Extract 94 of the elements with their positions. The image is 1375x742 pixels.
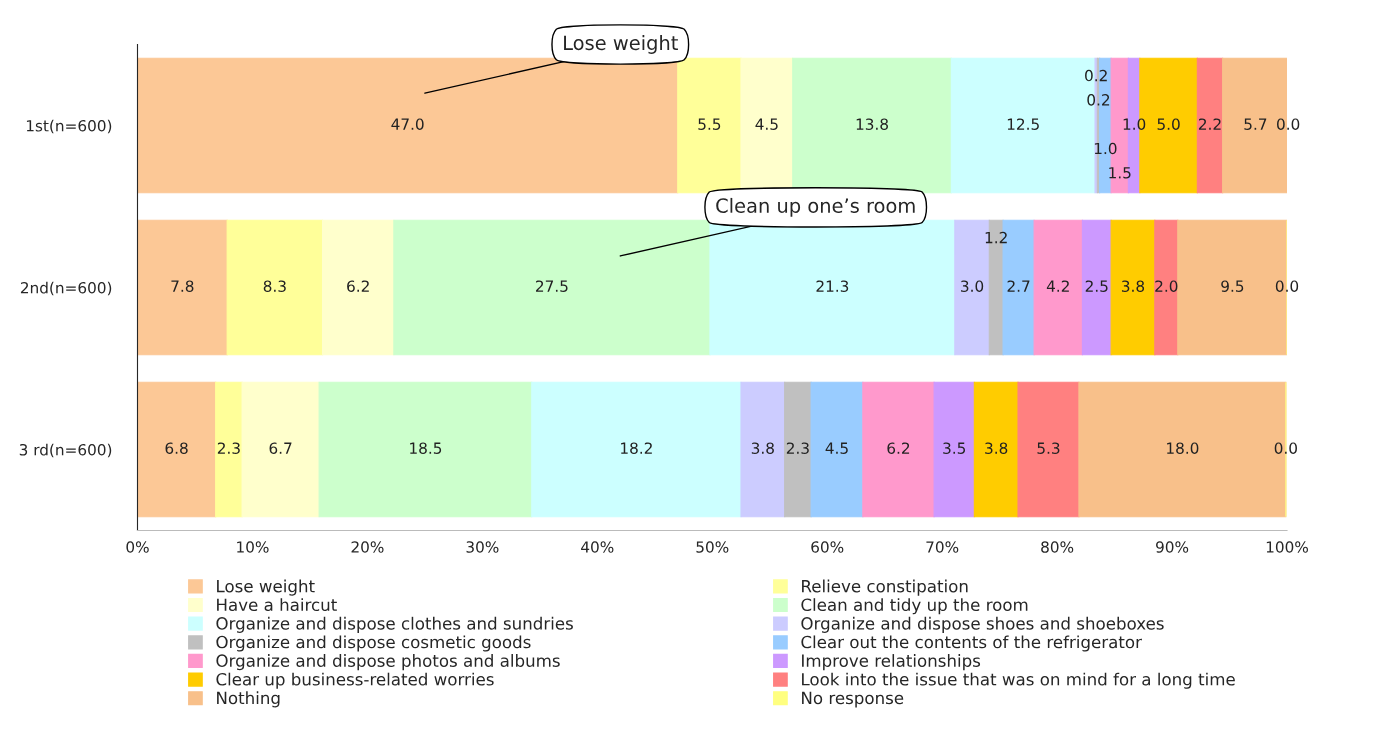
bar: [973, 381, 1019, 518]
x-tick-label: 0%: [126, 541, 149, 553]
x-tick-label: 20%: [351, 541, 384, 553]
data-label: 5.5: [698, 118, 721, 130]
bar: [393, 219, 711, 356]
data-label: 5.3: [1037, 442, 1060, 454]
legend-label: Clear out the contents of the refrigerator: [801, 635, 1142, 652]
data-label: 9.5: [1221, 280, 1244, 292]
bar: [137, 381, 217, 518]
bar: [137, 57, 679, 194]
data-label: 2.7: [1007, 280, 1030, 292]
data-label: 2.3: [217, 442, 240, 454]
data-label: 6.2: [887, 442, 910, 454]
data-label: 18.0: [1167, 442, 1199, 454]
legend-label: No response: [802, 691, 904, 708]
data-label: 0.0: [1277, 118, 1300, 130]
bar: [137, 219, 228, 356]
data-label: 4.5: [825, 442, 848, 454]
x-tick-label: 40%: [581, 541, 614, 553]
x-tick-label: 100%: [1266, 541, 1308, 553]
data-label: 1.0: [1094, 142, 1117, 155]
x-tick-label: 80%: [1041, 541, 1074, 553]
data-label: 13.8: [856, 118, 888, 130]
bar: [677, 57, 742, 194]
data-label: 12.5: [1007, 118, 1039, 130]
data-label: 1.5: [1109, 167, 1131, 179]
x-tick-label: 30%: [466, 541, 499, 553]
legend-label: Nothing: [217, 691, 280, 708]
legend-label: Look into the issue that was on mind for a long time: [802, 672, 1235, 689]
data-label: 0.0: [1274, 442, 1297, 454]
legend-label: Lose weight: [217, 579, 315, 596]
bar: [862, 381, 935, 518]
legend-label: Organize and dispose shoes and shoeboxes: [801, 616, 1164, 633]
data-label: 47.0: [391, 118, 424, 130]
data-label: 3.8: [751, 442, 774, 454]
legend-label: Organize and dispose cosmetic goods: [216, 635, 531, 652]
x-tick-label: 10%: [237, 541, 269, 553]
data-label: 2.3: [786, 442, 809, 454]
data-label: 0.2: [1085, 69, 1107, 82]
data-label: 2.5: [1085, 280, 1108, 292]
bar: [226, 219, 324, 356]
data-label: 3.5: [943, 442, 966, 454]
data-label: 21.3: [816, 280, 849, 292]
x-tick-label: 50%: [696, 541, 729, 553]
bar: [933, 381, 975, 518]
data-label: 8.3: [263, 280, 286, 292]
legend-label: Clear up business-related worries: [216, 672, 494, 689]
data-label: 3.8: [985, 442, 1008, 454]
data-label: 6.7: [269, 442, 292, 454]
y-tick-label: 1st(n=600): [26, 119, 112, 134]
bar: [215, 381, 243, 518]
data-label: 0.0: [1275, 280, 1299, 292]
data-label: 7.8: [171, 280, 194, 292]
x-tick-label: 70%: [926, 541, 959, 553]
data-label: 3.8: [1121, 280, 1145, 292]
annotation: Clean up one’s room: [716, 197, 915, 217]
legend-label: Organize and dispose clothes and sundries: [216, 616, 573, 633]
legend-label: Relieve constipation: [802, 579, 968, 596]
data-label: 4.5: [755, 118, 778, 130]
bar: [322, 219, 395, 356]
bar: [1081, 219, 1112, 356]
x-tick-label: 90%: [1156, 541, 1189, 553]
bar: [1033, 219, 1083, 356]
bar: [1154, 219, 1179, 356]
data-label: 5.7: [1244, 118, 1267, 130]
y-tick-label: 2nd(n=600): [20, 281, 112, 296]
data-label: 0.2: [1087, 94, 1110, 106]
bar: [1017, 381, 1080, 518]
data-label: 6.8: [165, 442, 188, 454]
annotation: Lose weight: [564, 35, 678, 54]
bar: [241, 381, 320, 518]
data-label: 2.2: [1198, 118, 1221, 130]
data-label: 5.0: [1157, 118, 1180, 130]
data-label: 4.2: [1046, 280, 1069, 292]
bar: [810, 381, 864, 518]
bar: [531, 381, 742, 518]
bar: [1196, 57, 1224, 194]
bar: [784, 381, 812, 518]
legend-label: Improve relationships: [802, 654, 981, 671]
data-label: 18.2: [621, 442, 652, 454]
bar: [740, 381, 786, 518]
data-label: 1.2: [985, 231, 1007, 244]
data-label: 3.0: [961, 280, 984, 292]
legend-label: Organize and dispose photos and albums: [216, 654, 560, 671]
bar: [318, 381, 533, 518]
legend-label: Have a haircut: [217, 598, 337, 612]
data-label: 18.5: [410, 442, 442, 454]
data-label: 27.5: [536, 280, 568, 292]
data-label: 6.2: [347, 280, 369, 292]
y-tick-label: 3 rd(n=600): [19, 443, 112, 458]
data-label: 2.0: [1155, 280, 1178, 292]
x-tick-label: 60%: [811, 541, 844, 553]
bar: [1110, 219, 1156, 356]
legend-label: Clean and tidy up the room: [801, 598, 1028, 615]
